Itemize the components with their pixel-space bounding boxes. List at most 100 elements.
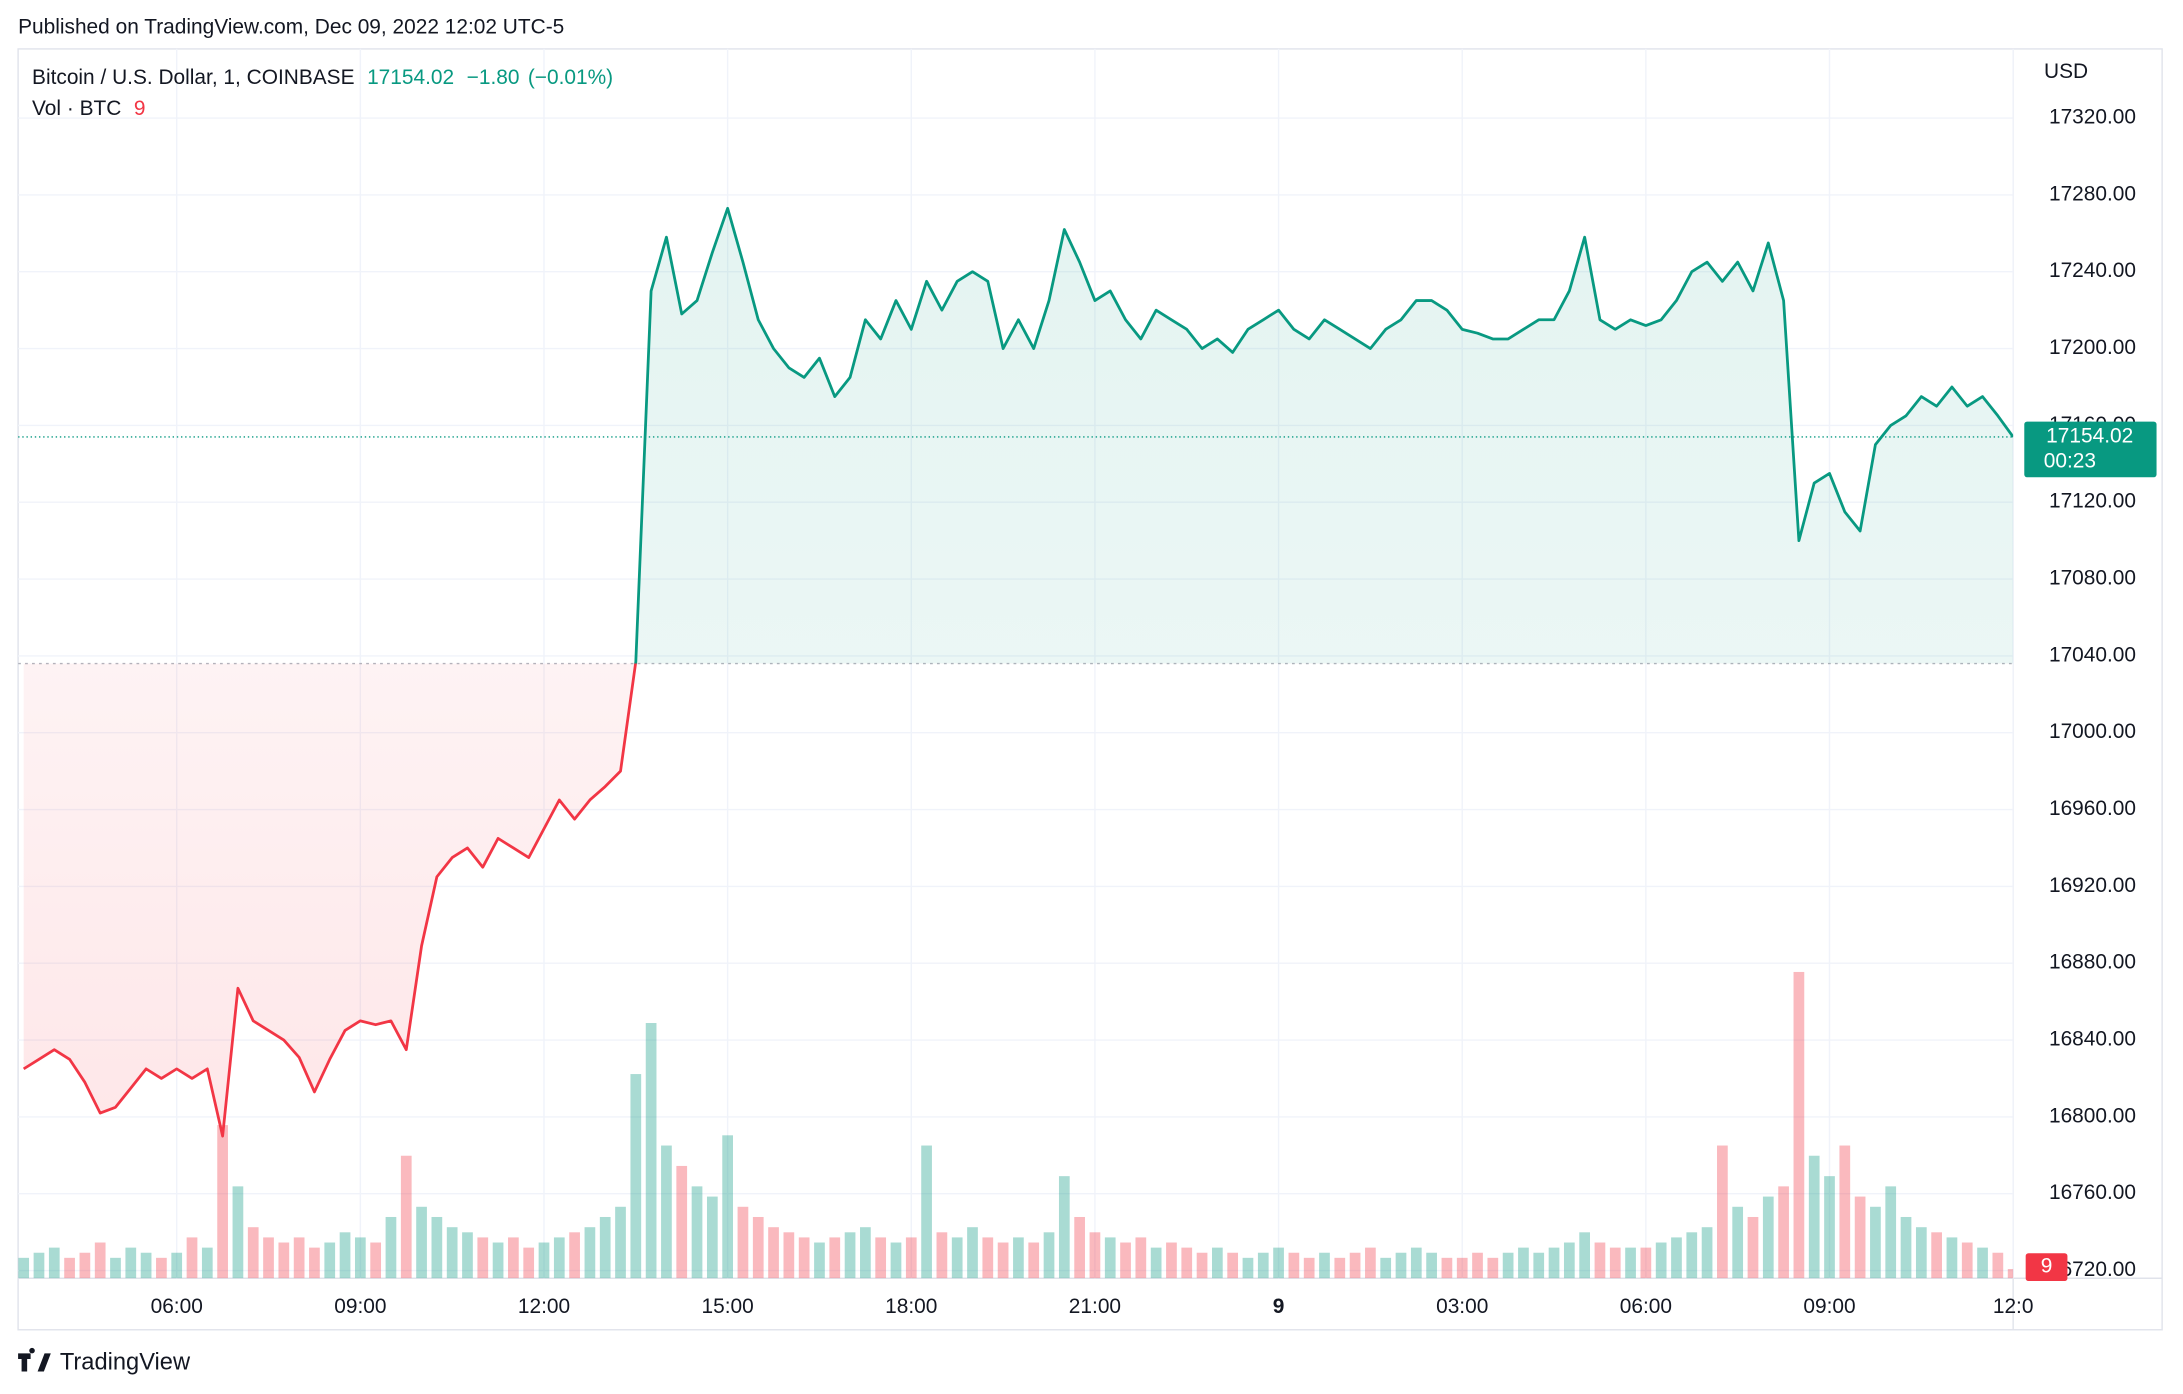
volume-bar	[278, 1242, 290, 1279]
volume-bar	[553, 1237, 565, 1279]
y-tick-label: 17240.00	[2049, 259, 2136, 282]
countdown: 00:23	[2044, 449, 2096, 472]
volume-bar	[1915, 1227, 1927, 1279]
volume-bar	[860, 1227, 871, 1279]
volume-bar	[33, 1252, 45, 1279]
volume-bar	[569, 1232, 580, 1279]
volume-bar	[1671, 1237, 1682, 1279]
volume-bar	[232, 1186, 244, 1279]
volume-bar	[829, 1237, 841, 1279]
volume-bar	[615, 1206, 626, 1279]
volume-bar	[1395, 1252, 1407, 1279]
volume-bar	[140, 1252, 152, 1279]
y-tick-label: 17280.00	[2049, 182, 2136, 205]
symbol-title: Bitcoin / U.S. Dollar, 1, COINBASE	[32, 66, 355, 89]
volume-bar	[1334, 1257, 1346, 1279]
volume-bar	[1655, 1242, 1667, 1279]
last-price-tag-text: 17154.02	[2046, 424, 2133, 447]
volume-bar	[1686, 1232, 1698, 1279]
volume-bar	[1441, 1257, 1453, 1279]
volume-bar	[492, 1242, 504, 1279]
volume-bar	[1518, 1247, 1529, 1279]
y-tick-label: 16920.00	[2049, 874, 2136, 897]
volume-bar	[1227, 1252, 1239, 1279]
volume-bar	[676, 1165, 688, 1279]
y-tick-label: 17200.00	[2049, 336, 2136, 359]
logo-text: TradingView	[60, 1349, 191, 1375]
volume-bar	[691, 1186, 703, 1279]
volume-bar	[1257, 1252, 1269, 1279]
volume-bar	[1762, 1196, 1774, 1279]
volume-bar	[1273, 1247, 1284, 1279]
volume-bar	[385, 1216, 397, 1279]
volume-bar	[1150, 1247, 1162, 1279]
x-tick-label: 06:00	[151, 1295, 203, 1318]
y-tick-label: 17080.00	[2049, 567, 2136, 590]
volume-bar	[661, 1145, 672, 1279]
volume-bar	[1426, 1252, 1437, 1279]
volume-bar	[722, 1135, 733, 1279]
volume-bar	[1288, 1252, 1300, 1279]
volume-bar	[1410, 1247, 1422, 1279]
volume-bar	[324, 1242, 336, 1279]
volume-bar	[1058, 1176, 1070, 1279]
volume-bar	[936, 1232, 948, 1279]
x-tick-label: 12:0	[1993, 1295, 2034, 1318]
y-tick-label: 16800.00	[2049, 1104, 2136, 1127]
area	[23, 208, 2014, 1137]
plot	[18, 206, 2014, 1138]
volume-bar	[263, 1237, 274, 1279]
chart-frame	[17, 48, 2163, 1331]
volume-bar	[1870, 1206, 1881, 1279]
volume-bar	[186, 1237, 198, 1279]
x-tick-label: 12:00	[518, 1295, 570, 1318]
volume-bar	[2007, 1269, 2014, 1279]
volume-bar	[523, 1247, 535, 1279]
y-tick-label: 17040.00	[2049, 643, 2136, 666]
volume-bar	[1548, 1247, 1560, 1279]
volume-bar	[1043, 1232, 1055, 1279]
volume-bar	[1594, 1242, 1606, 1279]
volume-bar	[110, 1257, 121, 1279]
volume-bar	[1089, 1232, 1101, 1279]
volume-bar	[446, 1227, 458, 1279]
volume-bar	[1625, 1247, 1636, 1279]
volume-bar	[1135, 1237, 1147, 1279]
volume-bar	[752, 1216, 764, 1279]
last-price-tag	[2024, 421, 2157, 478]
volume-bar	[584, 1227, 596, 1279]
volume-bar	[1319, 1252, 1330, 1279]
volume-bar	[890, 1242, 902, 1279]
axes: 16720.00 16760.00 16800.00 16840.00 16880.00…	[151, 106, 2157, 1318]
volume-bars	[18, 971, 2014, 1279]
volume-bar	[1854, 1196, 1866, 1279]
y-tick-label: 16960.00	[2049, 797, 2136, 820]
y-tick-label: 16880.00	[2049, 951, 2136, 974]
volume-bar	[967, 1227, 978, 1279]
volume-bar	[1609, 1247, 1621, 1279]
volume-legend: Vol · BTC 9	[32, 96, 145, 119]
volume-tag	[2025, 1253, 2068, 1282]
volume-title: Vol · BTC	[32, 96, 121, 119]
volume-bar	[309, 1247, 320, 1279]
volume-bar	[462, 1232, 473, 1279]
volume-tag-text: 9	[2041, 1255, 2053, 1278]
logo-icon	[18, 1347, 51, 1372]
volume-bar	[1502, 1252, 1514, 1279]
volume-bar	[1732, 1206, 1744, 1279]
volume-bar	[1104, 1237, 1116, 1279]
volume-bar	[1349, 1252, 1361, 1279]
volume-bar	[1824, 1176, 1835, 1279]
volume-bar	[997, 1242, 1009, 1279]
volume-bar	[905, 1237, 917, 1279]
tradingview-logo: TradingView	[18, 1347, 191, 1375]
volume-bar	[477, 1237, 489, 1279]
x-tick-label: 06:00	[1620, 1295, 1672, 1318]
volume-bar	[1181, 1247, 1193, 1279]
volume-bar	[1900, 1216, 1912, 1279]
volume-bar	[1946, 1237, 1958, 1279]
volume-bar	[1028, 1242, 1040, 1279]
volume-bar	[783, 1232, 795, 1279]
volume-bar	[1793, 971, 1805, 1279]
volume-bar	[951, 1237, 963, 1279]
